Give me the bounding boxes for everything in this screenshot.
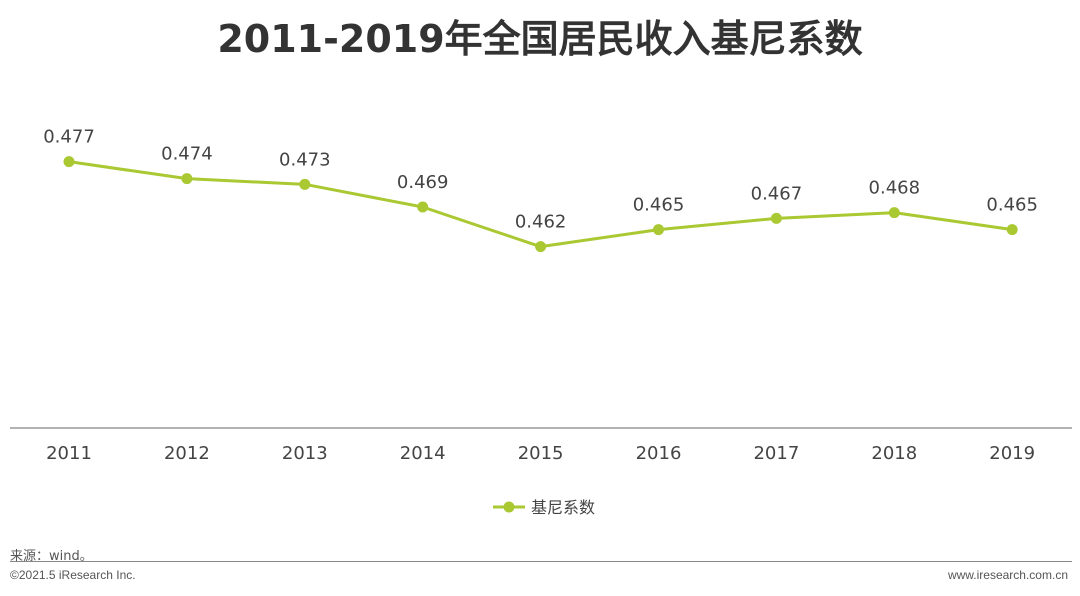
x-tick-label: 2019: [989, 443, 1035, 464]
data-point: [653, 224, 664, 236]
data-label: 0.462: [515, 212, 567, 233]
x-tick-label: 2015: [518, 443, 564, 464]
data-label: 0.465: [633, 195, 685, 216]
data-point: [299, 178, 311, 190]
x-tick-label: 2013: [282, 443, 328, 464]
data-point: [181, 173, 193, 185]
data-label: 0.473: [279, 149, 331, 170]
data-label: 0.477: [43, 127, 95, 148]
x-tick-label: 2012: [164, 443, 210, 464]
series-line-gini: [68, 160, 1013, 249]
x-tick-label: 2016: [636, 443, 682, 464]
data-point: [535, 241, 547, 253]
data-point: [1006, 224, 1018, 236]
data-point: [770, 212, 782, 224]
x-tick-label: 2018: [871, 443, 917, 464]
chart-title: 2011-2019年全国居民收入基尼系数: [217, 17, 863, 61]
website-text: www.iresearch.com.cn: [947, 568, 1068, 582]
x-tick-label: 2014: [400, 443, 446, 464]
data-point: [63, 156, 75, 168]
data-label: 0.469: [397, 172, 449, 193]
data-label: 0.465: [986, 195, 1038, 216]
data-label: 0.468: [869, 178, 921, 199]
data-label: 0.467: [751, 183, 803, 204]
data-point: [417, 201, 429, 213]
x-tick-label: 2011: [46, 443, 92, 464]
source-note: 来源：wind。: [10, 549, 93, 564]
copyright-text: ©2021.5 iResearch Inc.: [10, 568, 136, 582]
line-chart: 2011 2012 2013 2014 2015 2016 2017 2018 2019 0.47…: [10, 127, 1072, 517]
data-point: [888, 207, 900, 219]
x-tick-label: 2017: [753, 443, 799, 464]
footer-divider: [10, 561, 1072, 562]
legend-label: 基尼系数: [531, 498, 595, 517]
legend-marker-icon: [503, 501, 515, 513]
data-label: 0.474: [161, 144, 213, 165]
